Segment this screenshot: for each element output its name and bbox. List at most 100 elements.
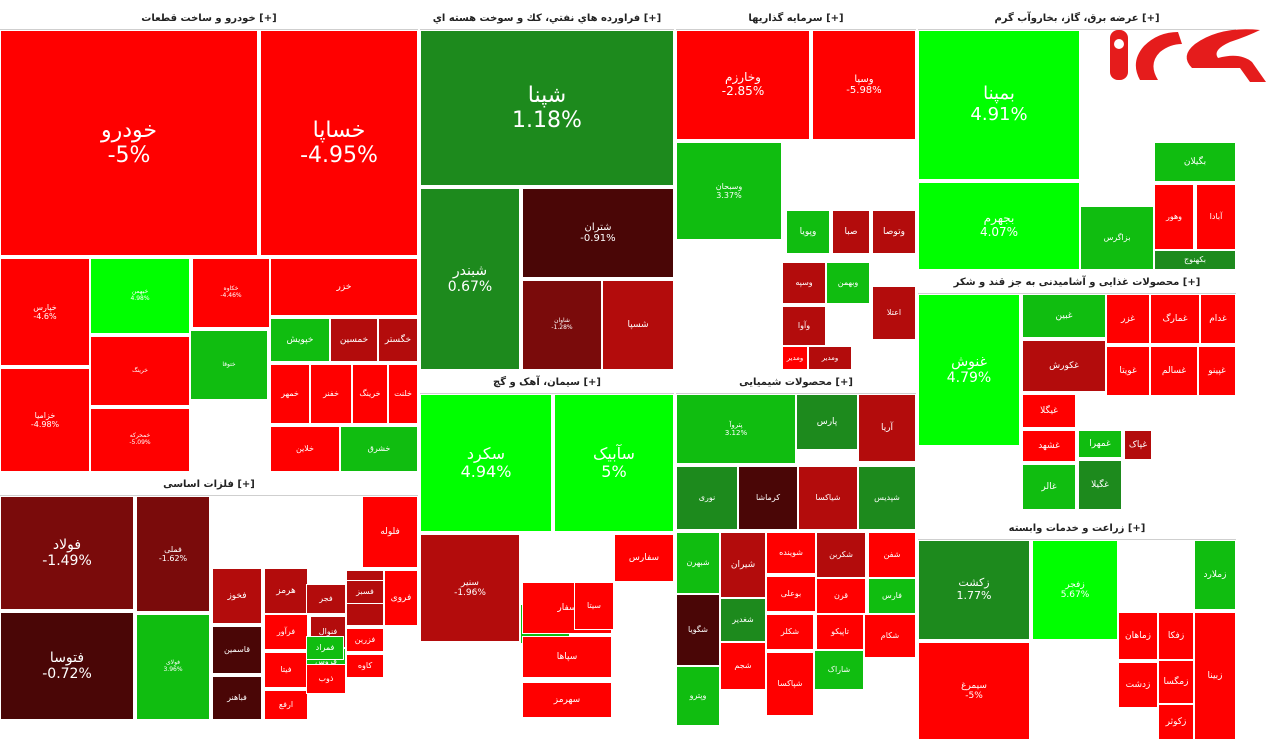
stock-tile[interactable]: وخارزم -2.85% — [676, 30, 810, 140]
stock-tile[interactable]: ذوب — [306, 664, 346, 694]
stock-tile[interactable]: کرماشا — [738, 466, 798, 530]
stock-tile[interactable]: خلاین — [270, 426, 340, 472]
stock-tile[interactable]: سفارس — [614, 534, 674, 582]
stock-tile[interactable]: غگیلا — [1078, 460, 1122, 510]
stock-tile[interactable]: وهور — [1154, 184, 1194, 250]
stock-tile[interactable]: شکربن — [816, 532, 866, 578]
sector-title[interactable]: عرضه برق، گاز، بخاروآب گرم [+] — [918, 8, 1236, 30]
stock-tile[interactable]: خگستر — [378, 318, 418, 362]
stock-tile[interactable]: غزر — [1106, 294, 1150, 344]
stock-tile[interactable]: وآوا — [782, 306, 826, 346]
sector-title[interactable]: سیمان، آهک و گچ [+] — [420, 372, 674, 394]
stock-tile[interactable]: فسبز — [346, 580, 384, 604]
stock-tile[interactable]: شجم — [720, 642, 766, 690]
stock-tile[interactable]: فلوله — [362, 496, 418, 568]
stock-tile[interactable]: فباهنر — [212, 676, 262, 720]
stock-tile[interactable]: فیتا — [264, 652, 308, 688]
stock-tile[interactable]: آبادا — [1196, 184, 1236, 250]
stock-tile[interactable]: سآبیک 5% — [554, 394, 674, 532]
stock-tile[interactable]: خمهر — [270, 364, 310, 424]
stock-tile[interactable]: بزاگرس — [1080, 206, 1154, 270]
sector-title[interactable]: فلزات اساسی [+] — [0, 474, 418, 496]
stock-tile[interactable]: غمهرا — [1078, 430, 1122, 458]
stock-tile[interactable]: زکشت 1.77% — [918, 540, 1030, 640]
stock-tile[interactable]: سکرد 4.94% — [420, 394, 552, 532]
stock-tile[interactable]: شیاکسا — [798, 466, 858, 530]
stock-tile[interactable]: وتوصا — [872, 210, 916, 254]
stock-tile[interactable]: سیمرغ -5% — [918, 642, 1030, 740]
stock-tile[interactable]: شیران — [720, 532, 766, 598]
stock-tile[interactable]: شفن — [868, 532, 916, 578]
stock-tile[interactable]: غپاک — [1124, 430, 1152, 460]
stock-tile[interactable]: ومدیر — [808, 346, 852, 370]
stock-tile[interactable]: هرمز — [264, 568, 308, 614]
stock-tile[interactable]: غشهد — [1022, 430, 1076, 462]
stock-tile[interactable]: فزرین — [346, 628, 384, 652]
stock-tile[interactable]: بوعلی — [766, 576, 816, 612]
stock-tile[interactable]: وپترو — [676, 666, 720, 726]
stock-tile[interactable]: سنیر -1.96% — [420, 534, 520, 642]
stock-tile[interactable]: شگویا — [676, 594, 720, 666]
stock-tile[interactable]: زکوثر — [1158, 704, 1194, 740]
stock-tile[interactable]: وسبحان 3.37% — [676, 142, 782, 240]
stock-tile[interactable]: تاپیکو — [816, 614, 864, 650]
sector-title[interactable]: زراعت و خدمات وابسته [+] — [918, 518, 1236, 540]
stock-tile[interactable]: شبندر 0.67% — [420, 188, 520, 370]
stock-tile[interactable]: خرینگ — [352, 364, 388, 424]
stock-tile[interactable]: غمارگ — [1150, 294, 1200, 344]
stock-tile[interactable]: شسپا — [602, 280, 674, 370]
stock-tile[interactable]: سپاها — [522, 636, 612, 678]
stock-tile[interactable]: شغدیر — [720, 598, 766, 642]
stock-tile[interactable]: فملی -1.62% — [136, 496, 210, 612]
stock-tile[interactable]: فولاد -1.49% — [0, 496, 134, 610]
stock-tile[interactable]: وپویا — [786, 210, 830, 254]
stock-tile[interactable]: خپویش — [270, 318, 330, 362]
stock-tile[interactable]: غپینو — [1198, 346, 1236, 396]
stock-tile[interactable]: خمسین — [330, 318, 378, 362]
stock-tile[interactable]: خبهمن 4.98% — [90, 258, 190, 334]
stock-tile[interactable]: غبین — [1022, 294, 1106, 338]
stock-tile[interactable]: وسپا -5.98% — [812, 30, 916, 140]
stock-tile[interactable]: شپنا 1.18% — [420, 30, 674, 186]
sector-title[interactable]: محصولات شیمیایی [+] — [676, 372, 916, 394]
stock-tile[interactable]: صبا — [832, 210, 870, 254]
sector-title[interactable]: خودرو و ساخت قطعات [+] — [0, 8, 418, 30]
stock-tile[interactable]: خزر — [270, 258, 418, 316]
stock-tile[interactable]: خمحرکه -5.09% — [90, 408, 190, 472]
stock-tile[interactable]: وسپه — [782, 262, 826, 304]
sector-title[interactable]: محصولات غذایی و آشامیدنی به جز قند و شکر… — [918, 272, 1236, 294]
sector-title[interactable]: سرمایه گذاریها [+] — [676, 8, 916, 30]
stock-tile[interactable]: قاسمین — [212, 626, 262, 674]
sector-title[interactable]: فراورده هاي نفتي، كك و سوخت هسته اي [+] — [420, 8, 674, 30]
stock-tile[interactable]: زبینا — [1194, 612, 1236, 740]
stock-tile[interactable]: غکورش — [1022, 340, 1106, 392]
stock-tile[interactable]: شاوان -1.28% — [522, 280, 602, 370]
stock-tile[interactable]: خلنت — [388, 364, 418, 424]
stock-tile[interactable]: خفنر — [310, 364, 352, 424]
stock-tile[interactable]: شبهرن — [676, 532, 720, 594]
stock-tile[interactable]: زفکا — [1158, 612, 1194, 660]
stock-tile[interactable]: شاراک — [814, 650, 864, 690]
stock-tile[interactable]: زملارد — [1194, 540, 1236, 610]
stock-tile[interactable]: شکام — [864, 614, 916, 658]
stock-tile[interactable]: آریا — [858, 394, 916, 462]
stock-tile[interactable]: پارس — [796, 394, 858, 450]
stock-tile[interactable]: فولای 3.96% — [136, 614, 210, 720]
stock-tile[interactable]: شپدیس — [858, 466, 916, 530]
stock-tile[interactable]: اعتلا — [872, 286, 916, 340]
stock-tile[interactable]: بجهرم 4.07% — [918, 182, 1080, 270]
stock-tile[interactable]: بکهنوج — [1154, 250, 1236, 270]
stock-tile[interactable]: نوری — [676, 466, 738, 530]
stock-tile[interactable]: خساپا -4.95% — [260, 30, 418, 256]
stock-tile[interactable]: غنوش 4.79% — [918, 294, 1020, 446]
stock-tile[interactable]: فارس — [868, 578, 916, 614]
stock-tile[interactable]: وبهمن — [826, 262, 870, 304]
stock-tile[interactable]: قرن — [816, 578, 866, 614]
stock-tile[interactable]: غیگلا — [1022, 394, 1076, 428]
stock-tile[interactable]: بگیلان — [1154, 142, 1236, 182]
stock-tile[interactable]: ومدیر — [782, 346, 808, 370]
stock-tile[interactable]: زدشت — [1118, 662, 1158, 708]
stock-tile[interactable]: خودرو -5% — [0, 30, 258, 256]
stock-tile[interactable]: فمراد — [306, 636, 344, 660]
stock-tile[interactable]: شتران -0.91% — [522, 188, 674, 278]
